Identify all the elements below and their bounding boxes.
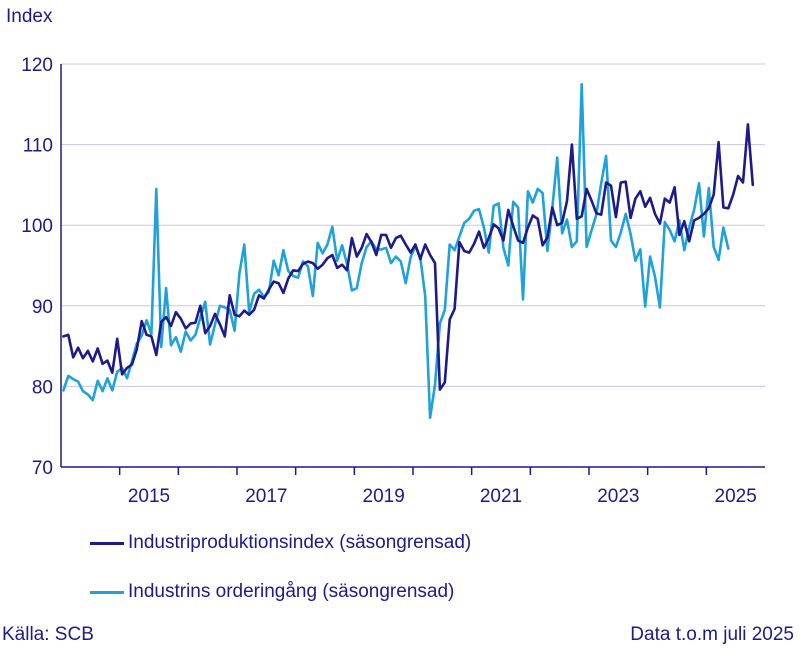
legend-item-production: Industriproduktionsindex (säsongrensad) bbox=[90, 528, 471, 558]
legend-label-orders: Industrins orderingång (säsongrensad) bbox=[128, 581, 455, 602]
grid-lines bbox=[61, 63, 765, 387]
axes bbox=[60, 64, 765, 475]
series-lines bbox=[62, 82, 755, 420]
x-tick-label: 2021 bbox=[480, 486, 522, 507]
x-tick-label: 2015 bbox=[128, 486, 170, 507]
x-tick-label: 2025 bbox=[715, 486, 757, 507]
x-tick-label: 2023 bbox=[597, 486, 639, 507]
legend-swatch-orders bbox=[90, 590, 124, 594]
y-tick-label: 90 bbox=[32, 297, 53, 318]
tick-labels: 70 80 90 100 110 120 2015 2017 2019 2021 2023 2025 bbox=[21, 55, 757, 507]
y-tick-label: 100 bbox=[21, 216, 53, 237]
series-line-1 bbox=[62, 82, 730, 420]
y-tick-label: 70 bbox=[32, 458, 53, 479]
source-note: Källa: SCB bbox=[2, 624, 94, 645]
data-range-note: Data t.o.m juli 2025 bbox=[630, 624, 794, 645]
x-tick-label: 2019 bbox=[363, 486, 405, 507]
x-tick-label: 2017 bbox=[245, 486, 287, 507]
y-axis-label: Index bbox=[6, 6, 53, 27]
y-tick-label: 120 bbox=[21, 55, 53, 76]
y-tick-label: 110 bbox=[23, 136, 53, 157]
legend-swatch-production bbox=[90, 541, 124, 545]
y-tick-label: 80 bbox=[32, 377, 53, 398]
legend-item-orders: Industrins orderingång (säsongrensad) bbox=[90, 577, 454, 607]
legend-label-production: Industriproduktionsindex (säsongrensad) bbox=[128, 532, 472, 553]
series-line-0 bbox=[62, 123, 755, 391]
